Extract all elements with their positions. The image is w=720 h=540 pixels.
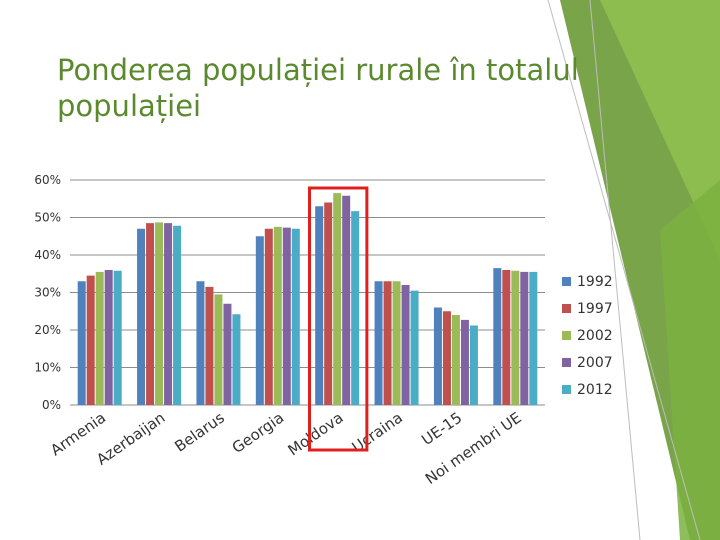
bar	[291, 228, 300, 405]
bar	[173, 225, 182, 405]
decor-line-1	[547, 0, 701, 540]
bar	[342, 195, 351, 405]
y-tick-label: 40%	[34, 248, 61, 262]
bar	[451, 315, 460, 405]
moldova-highlight-box	[308, 186, 369, 452]
bar	[460, 319, 469, 405]
bar	[410, 290, 419, 405]
legend-swatch	[562, 277, 571, 286]
bar	[442, 311, 451, 405]
x-tick-label: UE-15	[418, 409, 465, 450]
bar	[232, 314, 241, 405]
slide-title: Ponderea populației rurale în totalul po…	[57, 53, 579, 123]
legend-swatch	[562, 304, 571, 313]
bar	[255, 236, 264, 405]
bar	[401, 285, 410, 405]
x-tick-label: Georgia	[229, 409, 288, 457]
bar	[392, 281, 401, 405]
y-tick-label: 0%	[42, 398, 61, 412]
bar	[205, 286, 214, 405]
y-tick-label: 60%	[34, 173, 61, 187]
legend-swatch	[562, 358, 571, 367]
bar	[223, 303, 232, 405]
bar	[433, 307, 442, 405]
legend-swatch	[562, 331, 571, 340]
bar	[374, 281, 383, 405]
legend-label: 2007	[577, 355, 613, 371]
bar	[113, 270, 122, 405]
bar	[155, 222, 164, 405]
bar	[264, 228, 273, 405]
y-tick-label: 30%	[34, 286, 61, 300]
bar	[520, 271, 529, 405]
x-tick-label: Belarus	[171, 408, 228, 455]
bar	[469, 325, 478, 405]
bar	[164, 223, 173, 405]
bar	[493, 268, 502, 405]
legend-swatch	[562, 385, 571, 394]
bar	[77, 281, 86, 405]
bar	[529, 271, 538, 405]
bar	[324, 202, 333, 405]
decor-green-shape-light	[600, 0, 720, 260]
bar	[383, 281, 392, 405]
bar	[86, 275, 95, 405]
bar	[214, 294, 223, 405]
legend-label: 1992	[577, 274, 613, 290]
decor-line-2	[589, 0, 641, 540]
bar	[146, 223, 155, 405]
bar	[282, 227, 291, 405]
bar	[273, 226, 282, 405]
y-tick-label: 50%	[34, 211, 61, 225]
x-tick-label: Moldova	[285, 409, 347, 460]
bar	[95, 271, 104, 405]
bar	[104, 270, 113, 405]
bar	[137, 228, 146, 405]
y-tick-label: 20%	[34, 323, 61, 337]
legend-label: 1997	[577, 301, 613, 317]
bar	[502, 270, 511, 405]
legend-label: 2002	[577, 328, 613, 344]
bar	[315, 206, 324, 405]
bar	[351, 211, 360, 405]
bar	[511, 270, 520, 405]
bar	[333, 193, 342, 405]
y-tick-label: 10%	[34, 361, 61, 375]
bar	[196, 281, 205, 405]
legend-label: 2012	[577, 382, 613, 398]
